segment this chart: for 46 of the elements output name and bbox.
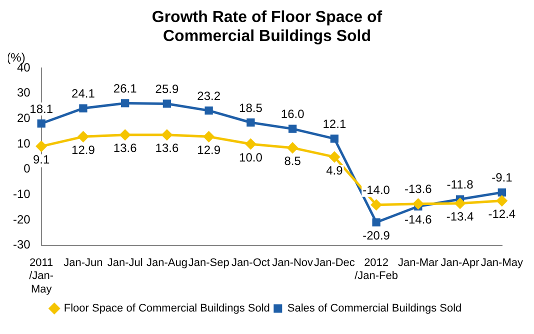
y-tick-label: 20 xyxy=(16,111,31,125)
data-label: 12.9 xyxy=(72,142,96,157)
data-label: 10.0 xyxy=(239,150,263,164)
data-label: 12.9 xyxy=(197,142,221,157)
legend-label: Sales of Commercial Buildings Sold xyxy=(287,302,462,315)
y-tick-label: 10 xyxy=(16,136,31,150)
data-label: -9.1 xyxy=(492,170,513,185)
data-label: 13.6 xyxy=(113,141,138,156)
data-label: -12.4 xyxy=(488,207,516,222)
data-label: -11.8 xyxy=(446,178,474,192)
x-tick-label: Jan-Aug xyxy=(146,257,188,270)
x-tick-label: 2012 /Jan-Feb xyxy=(354,257,398,282)
y-tick-label: -30 xyxy=(13,238,31,252)
y-tick-label: -10 xyxy=(13,187,31,202)
data-label: 24.1 xyxy=(72,86,96,101)
x-tick-label: Jan-Nov xyxy=(272,257,314,270)
data-label: -14.6 xyxy=(404,212,432,227)
x-tick-label: Jan-Jun xyxy=(64,257,103,270)
data-label: 9.1 xyxy=(33,152,50,167)
y-tick-label: 0 xyxy=(24,162,31,176)
data-label: 18.1 xyxy=(30,102,54,116)
x-tick-label: Jan-Apr xyxy=(440,257,480,270)
y-tick-label: -20 xyxy=(13,212,31,226)
data-label: -14.0 xyxy=(362,183,390,198)
x-tick-label: Jan-May xyxy=(480,257,524,270)
x-tick-label: 2011 /Jan- May xyxy=(29,257,54,296)
data-label: 18.5 xyxy=(239,100,263,115)
data-label: -13.4 xyxy=(446,210,474,224)
x-tick-label: Jan-Oct xyxy=(231,257,270,270)
data-label: -20.9 xyxy=(362,228,390,243)
data-label: -13.6 xyxy=(404,182,432,196)
data-label: 16.0 xyxy=(280,107,305,122)
data-label: 23.2 xyxy=(197,88,221,103)
x-tick-label: Jan-Jul xyxy=(107,257,143,270)
data-label: 25.9 xyxy=(155,82,179,96)
data-label: 8.5 xyxy=(284,154,302,168)
x-tick-label: Jan-Dec xyxy=(314,257,356,270)
data-label: 26.1 xyxy=(113,82,138,96)
x-tick-label: Jan-Mar xyxy=(398,257,439,270)
data-label: 13.6 xyxy=(155,141,179,156)
data-label: 4.9 xyxy=(326,163,344,178)
legend-label: Floor Space of Commercial Buildings Sold xyxy=(64,302,270,315)
x-tick-label: Jan-Sep xyxy=(188,257,230,270)
y-tick-label: 30 xyxy=(16,86,31,100)
data-label: 12.1 xyxy=(322,117,346,132)
chart-title: Growth Rate of Floor Space of Commercial Buildings Sold xyxy=(150,8,384,46)
